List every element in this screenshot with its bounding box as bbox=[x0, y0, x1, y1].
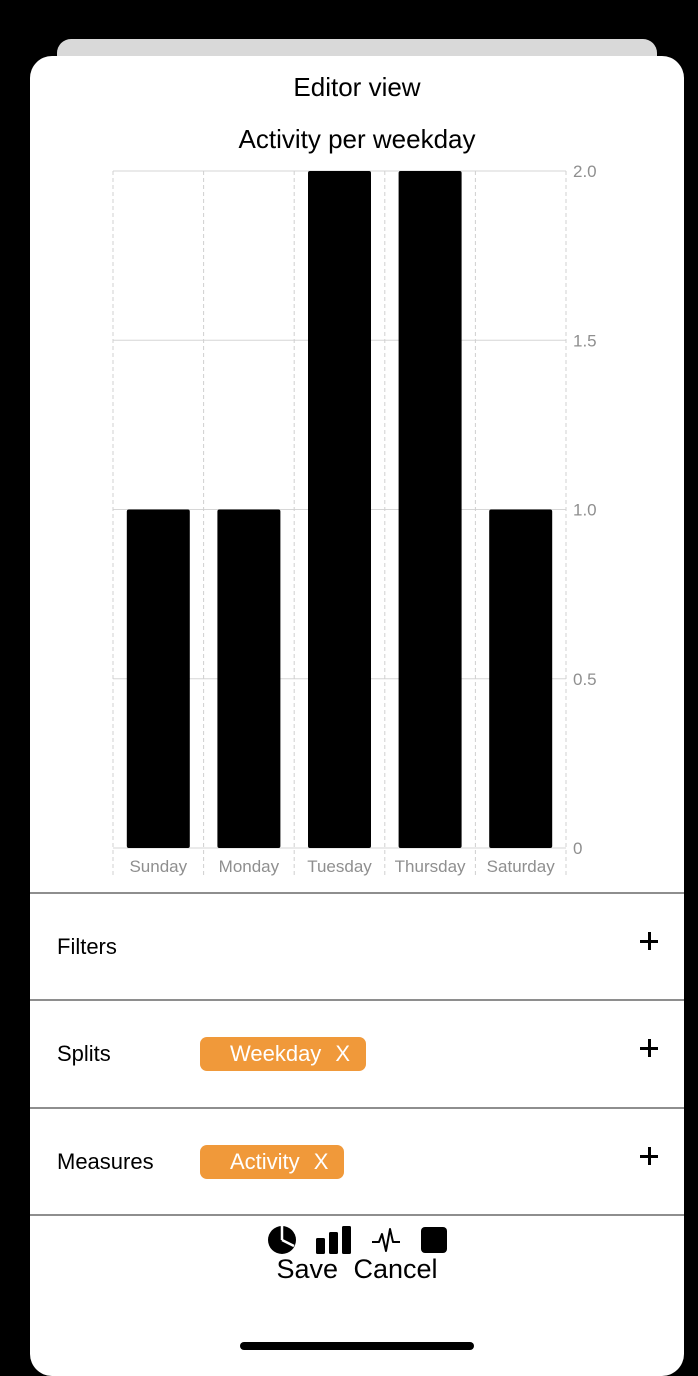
split-chip-label: Weekday bbox=[230, 1041, 322, 1066]
chart-title: Activity per weekday bbox=[238, 124, 476, 154]
y-tick-label: 0.5 bbox=[573, 670, 597, 689]
editor-sheet: Editor view Activity per weekday 0 0.5 1.0… bbox=[30, 56, 684, 1376]
bar-chart: 0 0.5 1.0 1.5 2.0 Sunday Monday Tuesday Thursday… bbox=[112, 162, 597, 878]
x-tick-label: Thursday bbox=[395, 857, 466, 876]
home-indicator bbox=[240, 1342, 474, 1350]
split-chip-weekday[interactable]: Weekday X bbox=[200, 1037, 366, 1071]
add-split-plus-icon[interactable] bbox=[640, 1039, 658, 1057]
bar-sunday bbox=[126, 509, 190, 848]
x-tick-label: Monday bbox=[219, 857, 280, 876]
bar-saturday bbox=[489, 509, 553, 848]
bar-tuesday bbox=[308, 171, 371, 848]
bar-chart-icon[interactable] bbox=[315, 1226, 352, 1254]
bar-monday bbox=[217, 509, 281, 848]
action-buttons: Save Cancel bbox=[30, 1254, 684, 1285]
filters-label: Filters bbox=[57, 934, 117, 959]
measure-chip-activity[interactable]: Activity X bbox=[200, 1145, 345, 1179]
square-icon[interactable] bbox=[420, 1226, 448, 1254]
measure-chip-label: Activity bbox=[230, 1149, 300, 1174]
x-tick-label: Saturday bbox=[487, 857, 556, 876]
panel-divider bbox=[30, 1214, 684, 1216]
measures-label: Measures bbox=[57, 1149, 154, 1174]
y-tick-label: 1.0 bbox=[573, 501, 597, 520]
filters-panel[interactable]: Filters bbox=[30, 892, 684, 1000]
y-tick-label: 2.0 bbox=[573, 162, 597, 181]
splits-panel[interactable]: Splits Weekday X bbox=[30, 999, 684, 1107]
line-chart-icon[interactable] bbox=[371, 1225, 401, 1255]
pie-chart-icon[interactable] bbox=[267, 1225, 297, 1255]
remove-measure-button[interactable]: X bbox=[313, 1149, 329, 1174]
remove-split-button[interactable]: X bbox=[335, 1041, 350, 1066]
y-tick-label: 1.5 bbox=[573, 331, 597, 350]
splits-label: Splits bbox=[57, 1041, 111, 1066]
chart-type-toolbar bbox=[30, 1224, 684, 1256]
add-filter-plus-icon[interactable] bbox=[640, 932, 658, 950]
bar-thursday bbox=[398, 171, 462, 848]
save-button[interactable]: Save bbox=[276, 1254, 338, 1284]
measures-panel[interactable]: Measures Activity X bbox=[30, 1107, 684, 1215]
add-measure-plus-icon[interactable] bbox=[640, 1147, 658, 1165]
x-tick-label: Tuesday bbox=[307, 857, 372, 876]
page-title: Editor view bbox=[293, 72, 421, 102]
x-tick-label: Sunday bbox=[129, 857, 187, 876]
cancel-button[interactable]: Cancel bbox=[353, 1254, 438, 1284]
y-tick-label: 0 bbox=[573, 839, 582, 858]
